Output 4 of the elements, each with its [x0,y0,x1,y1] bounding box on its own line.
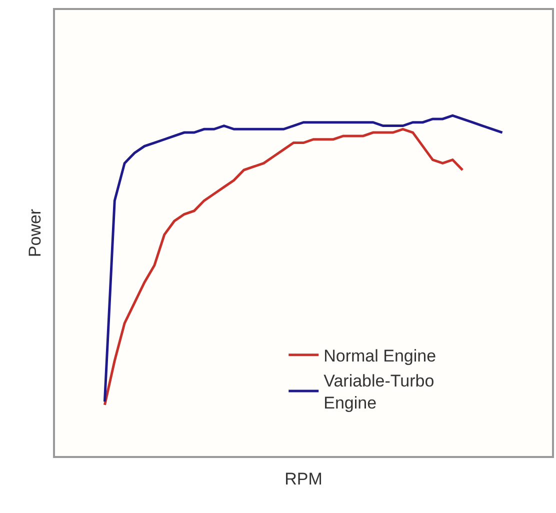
y-axis-title: Power [25,208,44,258]
x-axis-title: RPM [284,470,322,489]
legend-label: Normal Engine [324,346,436,366]
legend-label: Variable-Turbo Engine [324,372,434,413]
